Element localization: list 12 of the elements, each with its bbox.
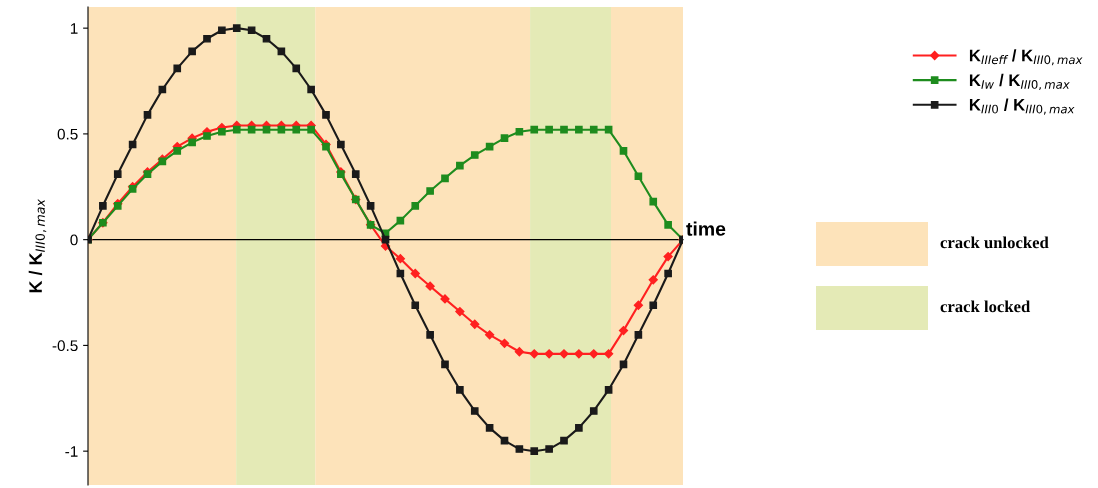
text: crack locked <box>940 300 1031 313</box>
legend-label: K$_{III0}$ / K$_{III0,max}$ <box>969 98 1075 115</box>
y-tick-label: -0.5 <box>52 340 78 352</box>
legend-label: K$_{IIIeff}$ / K$_{III0,max}$ <box>969 49 1083 66</box>
y-tick-label: 0.5 <box>57 128 78 140</box>
y-tick-label: 0 <box>70 234 78 246</box>
x-axis-title: time <box>686 221 726 236</box>
y-tick-label: -1 <box>65 446 78 457</box>
text: crack unlocked <box>940 236 1049 249</box>
legend-label: K$_{Iw}$ / K$_{III0,max}$ <box>969 73 1070 90</box>
y-tick-label: 1 <box>70 23 78 34</box>
y-axis-title: K / K$_{III0,max}$ <box>28 198 47 293</box>
